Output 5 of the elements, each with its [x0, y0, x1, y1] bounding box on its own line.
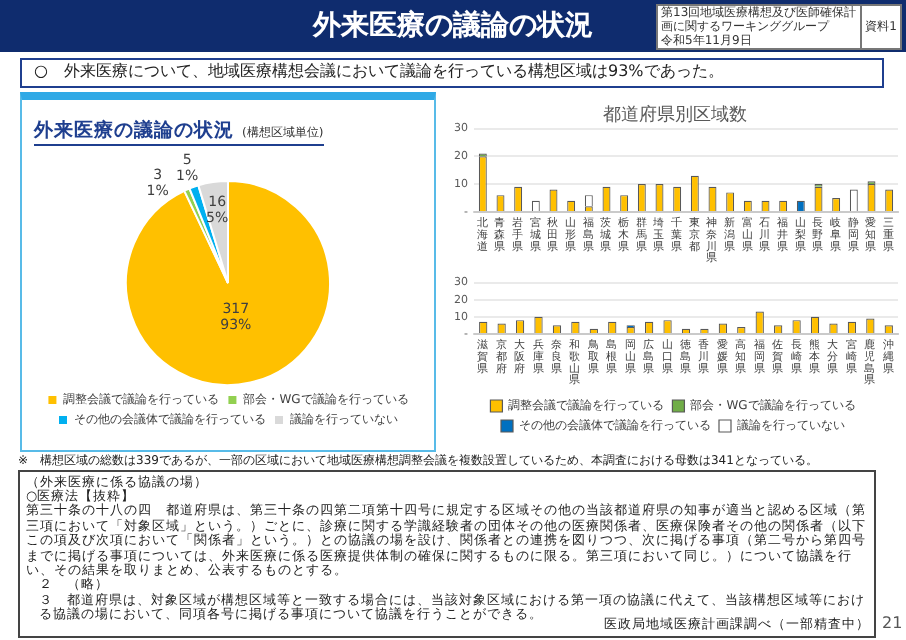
text: 外来医療の議論の状況	[313, 8, 593, 44]
text: 21	[882, 614, 903, 634]
chart-title: 外来医療の議論の状況	[34, 120, 234, 142]
chart-title: 都道府県別区域数	[603, 104, 747, 128]
text: ○ 外来医療について、地域医療構想会議において議論を行っている構想区域は93%であった。	[34, 62, 724, 83]
